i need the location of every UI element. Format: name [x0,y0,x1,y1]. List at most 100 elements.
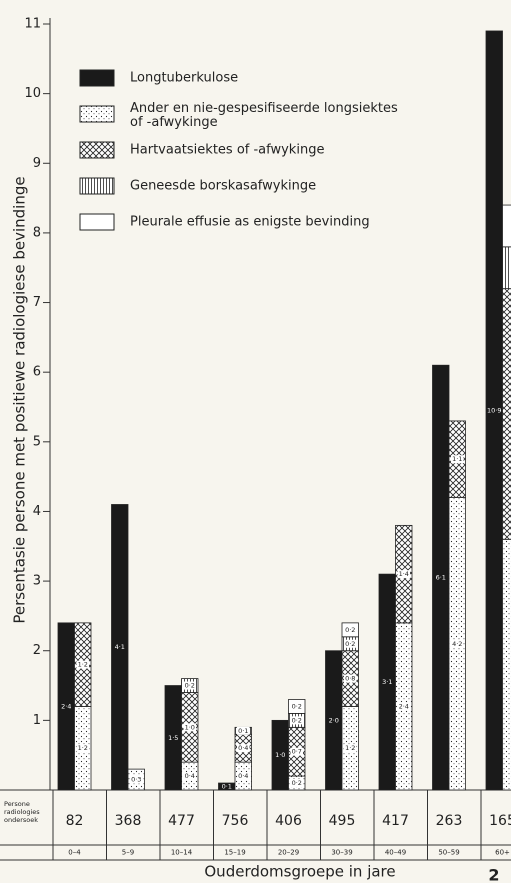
legend-label: Geneesde borskasafwykinge [130,179,316,194]
y-tick-label: 7 [33,295,41,310]
legend-line: of -afwykinge [130,115,218,130]
x-tick-label: 20–29 [278,849,299,857]
value-label: 1·1 [452,455,462,463]
row-header-line: Persone [4,800,30,808]
y-tick-label: 4 [33,504,41,519]
table-value: 263 [436,813,463,829]
table-value: 417 [382,813,409,829]
y-axis-label: Persentasie persone met positiewe radiol… [11,176,29,623]
y-tick-label: 2 [33,643,41,658]
table-value: 756 [222,813,249,829]
value-label: 1·0 [275,751,285,759]
legend-swatch [79,105,115,123]
legend-label: Pleurale effusie as enigste bevinding [130,215,370,230]
legend-line: Ander en nie-gespesifiseerde longsiektes [130,101,398,116]
value-label: 0·7 [292,748,302,756]
bar [502,538,511,791]
label-bg [76,660,89,669]
legend-label: Hartvaatsiektes of -afwykinge [130,143,324,158]
table-value: 495 [329,813,356,829]
value-label: 1·0 [185,723,195,731]
y-tick-label: 10 [24,86,41,101]
value-label: 0·2 [345,626,355,634]
value-label: 0·4 [185,772,195,780]
y-tick-label: 3 [33,574,41,589]
x-axis-label: Ouderdomsgroepe in jare [204,863,395,881]
legend-swatch [79,177,115,195]
label-bg [130,775,143,784]
y-tick-label: 9 [33,156,41,171]
value-label: 1·2 [78,661,88,669]
x-tick-label: 10–14 [171,849,193,857]
value-label: 2·4 [61,702,71,710]
label-bg [451,455,464,464]
legend-label: Longtuberkulose [130,71,238,86]
x-tick-label: 40–49 [385,849,406,857]
label-bg [290,716,303,725]
row-header-line: radiologies [4,808,40,816]
table-value: 165 [489,813,511,829]
bar [502,288,511,540]
value-label: 0·1 [238,727,248,735]
label-bg [344,674,357,683]
value-label: 4·1 [115,643,125,651]
x-tick-label: 5–9 [122,849,134,857]
label-bg [344,625,357,634]
label-bg [397,570,410,579]
value-label: 3·1 [382,678,392,686]
label-bg [344,639,357,648]
table-value: 406 [275,813,302,829]
table-value: 368 [115,813,142,829]
value-label: 0·2 [292,716,302,724]
label-bg [183,681,196,690]
label-bg [290,747,303,756]
value-label: 0·4 [238,744,248,752]
value-label: 1·4 [399,570,409,578]
value-label: 0·8 [345,675,355,683]
legend-swatch [79,141,115,159]
bar [502,204,511,248]
value-label: 0·1 [222,783,232,791]
y-tick-label: 11 [24,17,41,32]
value-label: 0·4 [238,772,248,780]
row-header-line: ondersoek [4,816,38,824]
value-label: 1·2 [345,744,355,752]
label-bg [237,772,250,781]
legend-label: Ander en nie-gespesifiseerde longsiektes… [130,101,398,130]
value-label: 2·0 [329,716,339,724]
value-label: 0·2 [292,779,302,787]
y-tick-label: 1 [33,713,41,728]
y-tick-label: 6 [33,365,41,380]
legend-swatch [79,213,115,231]
value-label: 1·2 [78,744,88,752]
label-bg [290,702,303,711]
bar [111,504,129,791]
label-bg [237,726,250,735]
table-value: 82 [66,813,84,829]
value-label: 0·2 [185,682,195,690]
value-label: 0·2 [292,702,302,710]
label-bg [183,723,196,732]
label-bg [397,702,410,711]
bar [502,246,511,290]
label-bg [290,779,303,788]
x-tick-label: 50–59 [438,849,459,857]
table-row-header: Persone radiologies ondersoek [4,800,40,824]
y-tick-label: 5 [33,434,41,449]
value-label: 10·9 [487,406,501,414]
x-tick-label: 15–19 [224,849,245,857]
value-label: 1·5 [168,734,178,742]
label-bg [183,772,196,781]
y-tick-label: 8 [33,225,41,240]
label-bg [344,744,357,753]
table-value: 477 [168,813,195,829]
label-bg [237,744,250,753]
value-label: 6·1 [436,574,446,582]
value-label: 2·4 [399,702,409,710]
label-bg [76,744,89,753]
page-number: 2 [488,866,499,883]
value-label: 4·2 [452,640,462,648]
x-tick-label: 30–39 [331,849,352,857]
legend-swatch [79,69,115,87]
